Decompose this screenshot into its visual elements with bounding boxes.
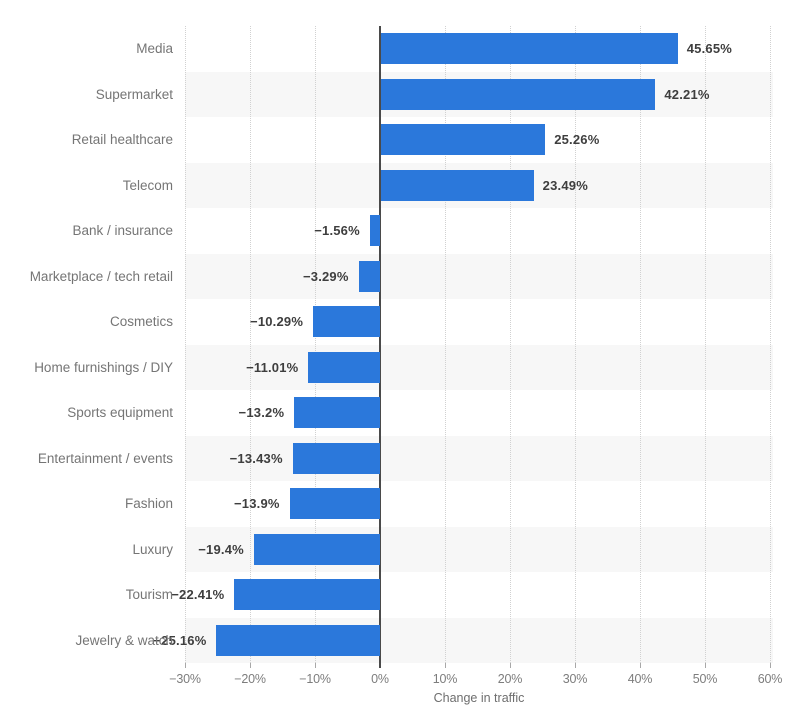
bar-3: [381, 169, 534, 201]
x-tick-label: 40%: [627, 672, 653, 686]
row-band: [185, 481, 773, 527]
x-axis-title: Change in traffic: [433, 691, 525, 705]
category-label: Marketplace / tech retail: [29, 268, 173, 284]
value-label: −22.41%: [171, 587, 225, 603]
bar-7: [308, 351, 380, 383]
value-label: −19.4%: [198, 541, 244, 557]
category-label: Media: [136, 41, 173, 56]
bar-5: [358, 260, 380, 292]
x-axis-tick: [185, 663, 186, 668]
gridline: [575, 26, 576, 663]
row-band: [185, 435, 773, 481]
bar-8: [294, 397, 380, 429]
category-label: Supermarket: [95, 86, 173, 102]
x-tick-label: 30%: [562, 672, 588, 686]
x-axis-tick: [770, 663, 771, 668]
category-label: Luxury: [132, 541, 173, 557]
bar-9: [292, 442, 380, 474]
zero-axis-line: [379, 26, 381, 668]
x-tick-label: 20%: [497, 672, 523, 686]
x-axis-tick: [315, 663, 316, 668]
category-label: Retail healthcare: [71, 132, 173, 147]
gridline: [770, 26, 771, 663]
bar-2: [381, 124, 546, 156]
row-band: [185, 208, 773, 254]
x-axis-tick: [640, 663, 641, 668]
category-label: Tourism: [125, 587, 173, 602]
value-label: −1.56%: [314, 223, 360, 239]
value-label: 23.49%: [542, 177, 588, 193]
gridline: [510, 26, 511, 663]
value-label: 42.21%: [664, 86, 710, 102]
row-band: [185, 299, 773, 345]
bar-6: [313, 306, 380, 338]
gridline: [315, 26, 316, 663]
gridline: [250, 26, 251, 663]
value-label: −11.01%: [246, 359, 299, 375]
x-tick-label: 50%: [692, 672, 718, 686]
x-tick-label: 0%: [371, 672, 389, 686]
value-label: −3.29%: [302, 268, 349, 284]
category-label: Telecom: [122, 177, 173, 193]
x-tick-label: 10%: [432, 672, 458, 686]
row-band: [185, 344, 773, 390]
category-label: Home furnishings / DIY: [34, 359, 173, 375]
value-label: −13.2%: [238, 405, 285, 421]
x-axis-tick: [445, 663, 446, 668]
bar-1: [381, 78, 656, 110]
bar-11: [253, 533, 380, 565]
category-label: Sports equipment: [67, 405, 173, 420]
x-tick-label: −10%: [299, 672, 331, 686]
value-label: −13.43%: [229, 450, 283, 466]
bar-0: [381, 33, 678, 65]
plot-area: 45.65% 42.21% 25.26% 23.49% −1.56% −3.29% −10.…: [153, 26, 773, 668]
row-band: [185, 390, 773, 436]
category-label: Bank / insurance: [72, 223, 173, 238]
bar-13: [216, 624, 380, 656]
category-label: Entertainment / events: [37, 450, 173, 466]
gridline: [640, 26, 641, 663]
bar-12: [234, 579, 380, 611]
value-label: 45.65%: [686, 41, 733, 57]
value-label: −13.9%: [234, 496, 280, 512]
x-tick-label: 60%: [757, 672, 783, 686]
x-tick-label: −20%: [234, 672, 266, 686]
x-axis-tick: [575, 663, 576, 668]
gridline: [185, 26, 186, 663]
category-label: Fashion: [124, 496, 173, 511]
bar-10: [289, 488, 380, 520]
category-label: Cosmetics: [109, 314, 173, 329]
value-label: −10.29%: [250, 314, 304, 330]
x-axis-tick: [510, 663, 511, 668]
gridline: [445, 26, 446, 663]
bar-4: [369, 215, 380, 247]
gridline: [705, 26, 706, 663]
x-axis-tick: [705, 663, 706, 668]
value-label: −25.16%: [153, 632, 207, 648]
x-tick-label: −30%: [169, 672, 201, 686]
row-band: [185, 253, 773, 299]
x-axis-tick: [250, 663, 251, 668]
value-label: 25.26%: [554, 132, 600, 148]
category-label: Jewelry & watch: [75, 632, 173, 648]
